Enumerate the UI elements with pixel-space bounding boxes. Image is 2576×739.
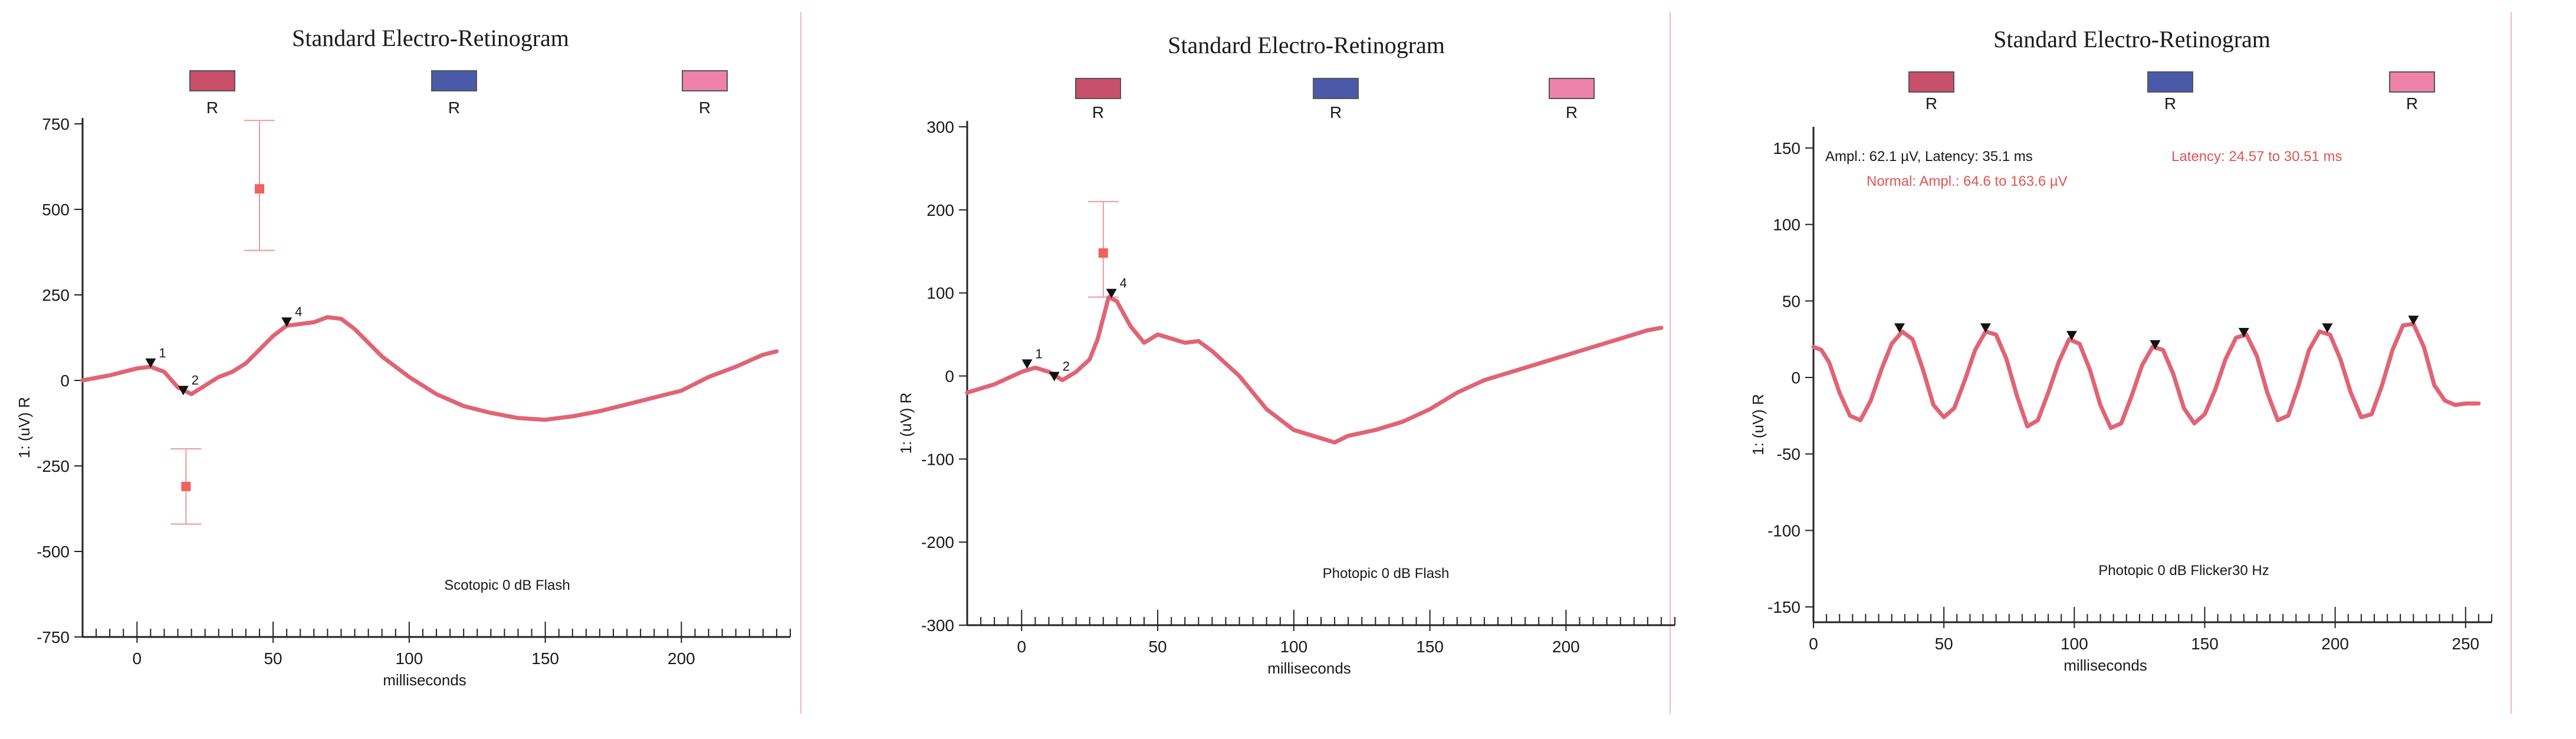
peak-marker [1980,323,1991,333]
chart-title: Standard Electro-Retinogram [1993,26,2271,52]
y-tick-label: 0 [945,367,954,386]
peak-marker [145,358,156,368]
peak-marker [2150,340,2161,350]
peak-marker [1894,323,1905,333]
y-tick-label: 750 [42,115,70,133]
x-axis-label: milliseconds [2064,656,2147,674]
legend-swatch [1549,78,1595,99]
x-tick-label: 0 [133,649,142,668]
x-tick-label: 150 [2191,635,2219,653]
legend-label: R [699,98,711,117]
legend-label: R [2406,94,2418,113]
legend-label: R [448,98,460,117]
x-axis-label: milliseconds [1267,659,1351,677]
x-tick-label: 50 [264,649,282,668]
y-tick-label: -50 [1777,445,1800,464]
legend-label: R [1926,94,1937,113]
y-tick-label: 100 [926,284,954,303]
y-axis-label: 1: (uV) R [897,392,915,454]
x-tick-label: 200 [668,649,695,668]
waveform-line [1811,321,2481,431]
chart-panel-3: Standard Electro-Retinogram R R R 150 100 50 0 -… [1749,12,2512,714]
normal-range-point [1098,248,1108,258]
peak-marker [1106,288,1117,298]
legend-label: R [206,98,218,117]
x-tick-label: 100 [395,649,423,668]
y-tick-label: -100 [1767,521,1800,540]
peak-marker [2408,316,2419,326]
x-tick-label: 50 [1935,635,1953,653]
y-tick-label: -100 [921,450,954,468]
y-tick-label: 300 [926,118,954,136]
legend-swatch [682,70,728,91]
x-tick-label: 250 [2452,635,2479,653]
y-tick-label: -750 [37,628,70,646]
peak-marker [281,317,293,327]
normal-amplitude-text: Normal: Ampl.: 64.6 to 163.6 µV [1867,173,2068,189]
legend-swatch [431,70,477,91]
x-tick-label: 200 [1552,638,1580,656]
chart-title: Standard Electro-Retinogram [1168,32,1445,58]
y-tick-label: 0 [60,372,70,390]
legend-swatch [1313,78,1359,99]
legend-label: R [2164,94,2176,113]
protocol-caption: Photopic 0 dB Flash [1323,566,1450,582]
x-tick-label: 0 [1809,635,1818,653]
chart-panel-2: Standard Electro-Retinogram R R R 300 200 100 0… [897,12,1675,714]
x-tick-label: 100 [1280,638,1307,656]
waveform-line [80,315,779,422]
y-tick-label: -200 [921,533,954,551]
legend-label: R [1092,103,1104,121]
peak-marker [2066,331,2077,341]
y-tick-label: 0 [1791,369,1800,387]
peak-marker-label: 2 [192,373,199,387]
y-axis-label: 1: (uV) R [15,397,33,458]
normal-range-point [181,481,191,491]
legend-swatch [1908,71,1954,93]
x-tick-label: 0 [1017,638,1027,656]
peak-marker-label: 4 [1120,276,1127,291]
peak-marker-label: 1 [159,346,166,360]
y-tick-label: 250 [42,286,70,304]
peak-marker [178,386,189,396]
protocol-caption: Photopic 0 dB Flicker30 Hz [2098,563,2269,579]
y-tick-label: -150 [1767,598,1800,616]
peak-marker [2238,327,2249,337]
x-tick-label: 50 [1148,638,1167,656]
peak-marker [2322,323,2333,333]
x-tick-label: 200 [2321,635,2349,653]
y-tick-label: -500 [37,543,70,561]
legend-swatch [189,70,235,91]
waveform-line [965,295,1664,445]
peak-marker [1049,372,1060,382]
y-tick-label: -250 [37,457,70,475]
peak-marker-label: 2 [1063,359,1070,374]
y-tick-label: 200 [926,201,954,219]
y-axis-label: 1: (uV) R [1749,394,1767,455]
y-tick-label: 150 [1773,139,1800,157]
normal-latency-text: Latency: 24.57 to 30.51 ms [2171,149,2342,165]
x-axis-label: milliseconds [383,671,466,689]
legend-swatch [1075,78,1121,99]
y-tick-label: 50 [1782,292,1800,310]
legend-swatch [2389,71,2435,93]
y-tick-label: 100 [1773,216,1800,234]
legend-label: R [1330,103,1342,121]
peak-marker [1021,359,1033,369]
peak-marker-label: 4 [295,304,302,319]
legend-label: R [1566,103,1578,121]
amplitude-latency-text: Ampl.: 62.1 µV, Latency: 35.1 ms [1825,149,2033,165]
peak-marker-label: 1 [1036,346,1043,361]
y-tick-label: -300 [921,616,954,635]
y-tick-label: 500 [42,201,70,219]
x-tick-label: 150 [1416,638,1444,656]
x-tick-label: 150 [531,649,559,668]
x-tick-label: 100 [2061,635,2088,653]
legend-swatch [2147,71,2193,93]
chart-title: Standard Electro-Retinogram [292,25,569,51]
protocol-caption: Scotopic 0 dB Flash [444,577,570,593]
normal-range-point [255,184,264,194]
